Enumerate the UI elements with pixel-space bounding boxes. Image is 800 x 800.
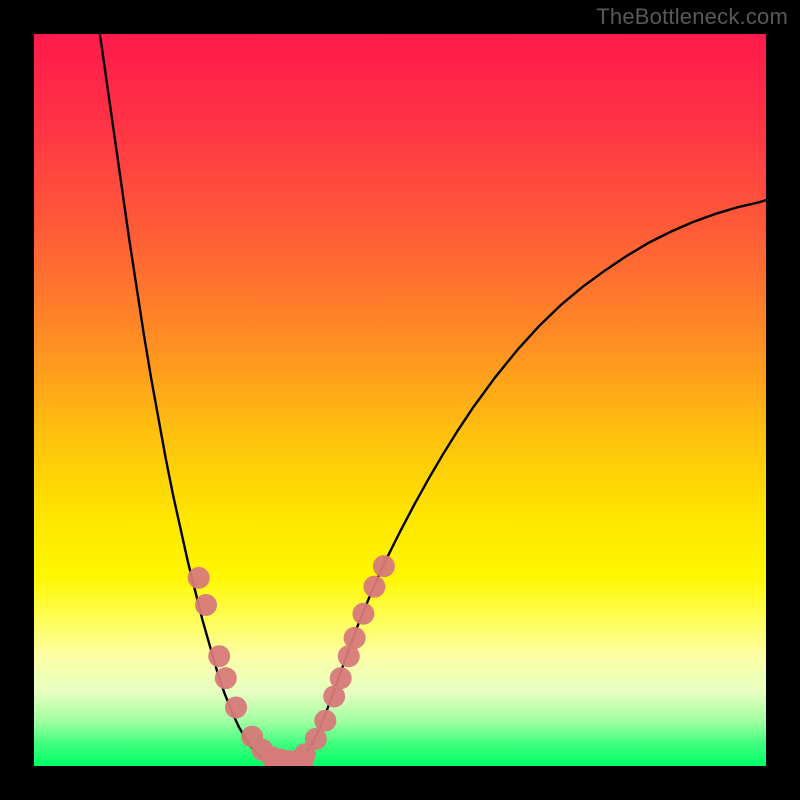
plot-area [34, 34, 766, 766]
data-dot [314, 710, 336, 732]
data-dot [208, 645, 230, 667]
data-dot [225, 696, 247, 718]
data-dot [344, 627, 366, 649]
data-dot [215, 667, 237, 689]
data-dot [352, 603, 374, 625]
data-dot [373, 555, 395, 577]
data-dot [363, 576, 385, 598]
data-dot [330, 667, 352, 689]
data-dot [188, 567, 210, 589]
chart-svg [0, 0, 800, 800]
data-dot [195, 594, 217, 616]
watermark-text: TheBottleneck.com [596, 4, 788, 30]
chart-root: TheBottleneck.com [0, 0, 800, 800]
